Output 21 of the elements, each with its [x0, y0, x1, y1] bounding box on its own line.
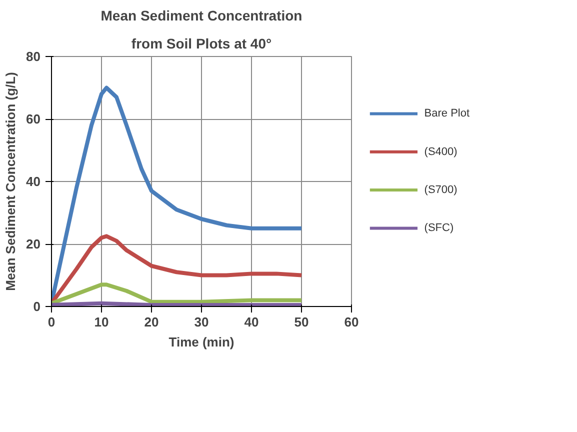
x-tick-label: 50	[294, 314, 309, 330]
x-tick-label: 30	[194, 314, 209, 330]
x-tick-label: 10	[94, 314, 109, 330]
y-tick-label: 0	[33, 299, 41, 314]
y-tick-label: 20	[26, 236, 41, 252]
y-tick-label: 40	[26, 174, 41, 189]
legend-label: (SFC)	[424, 222, 454, 234]
y-axis-title: Mean Sediment Concentration (g/L)	[3, 72, 18, 291]
x-tick-label: 20	[144, 314, 159, 330]
x-axis-title: Time (min)	[168, 334, 234, 350]
y-tick-label: 60	[26, 112, 41, 126]
x-tick-label: 0	[48, 314, 56, 330]
chart-title: Mean Sediment Concentration	[100, 8, 302, 24]
y-tick-label: 80	[26, 49, 41, 64]
legend-label: Bare Plot	[424, 108, 470, 120]
legend-label: (S400)	[424, 146, 458, 158]
legend-label: (S700)	[424, 184, 458, 196]
x-tick-label: 60	[344, 314, 359, 330]
chart-subtitle: from Soil Plots at 40°	[131, 36, 272, 52]
line-series	[52, 282, 304, 306]
x-tick-label: 40	[244, 314, 259, 330]
